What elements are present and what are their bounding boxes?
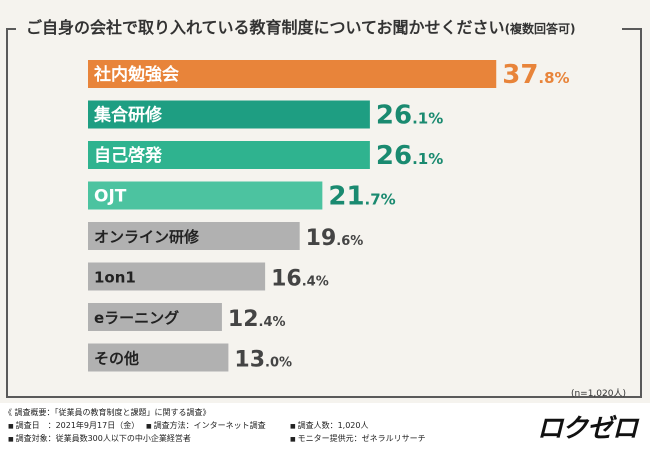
sample-size-note: (n=1,020人) (570, 389, 626, 399)
survey-count: 調査人数：1,020人 (290, 420, 369, 432)
bar-label-6: eラーニング (94, 309, 179, 327)
bar-label-2: 自己啓発 (94, 145, 163, 166)
bar-label-7: その他 (94, 350, 139, 368)
survey-target: 調査対象：従業員数300人以下の中小企業経営者 (8, 433, 191, 445)
value-label-0: 37.8% (502, 60, 569, 90)
bar-label-4: オンライン研修 (94, 228, 200, 246)
bar-7 (88, 343, 229, 372)
value-label-2: 26.1% (376, 141, 443, 171)
bar-6 (88, 303, 222, 331)
chart-frame (6, 28, 642, 398)
bar-5 (88, 262, 266, 291)
value-label-1: 26.1% (376, 101, 443, 131)
value-label-6: 12.4% (228, 307, 286, 332)
bar-3 (88, 181, 323, 210)
bar-4 (88, 222, 300, 250)
value-label-7: 13.0% (234, 348, 292, 373)
survey-provider: モニター提供元：ゼネラルリサーチ (290, 433, 426, 445)
bar-label-1: 集合研修 (93, 105, 163, 126)
bar-1 (88, 100, 370, 129)
chart-title-text: ご自身の会社で取り入れている教育制度についてお聞かせください (26, 18, 505, 37)
frame-corner-left (6, 28, 16, 30)
bar-2 (88, 141, 370, 169)
bar-chart: 社内勉強会 37.8% 集合研修 26.1% 自己啓発 26.1% OJT 21.7% オンライ… (88, 60, 570, 373)
bar-label-0: 社内勉強会 (93, 64, 179, 85)
survey-method: 調査方法：インターネット調査 (146, 420, 266, 432)
frame-corner-right (622, 28, 642, 30)
bar-0 (88, 60, 497, 88)
value-label-5: 16.4% (271, 267, 329, 292)
chart-title: ご自身の会社で取り入れている教育制度についてお聞かせください(複数回答可) (22, 14, 580, 42)
bar-label-3: OJT (94, 187, 127, 207)
survey-heading: 《 調査概要：「従業員の教育制度と課題」に関する調査》 (4, 408, 211, 417)
brand-logo: ロクゼロ (536, 413, 638, 444)
survey-date: 調査日 ：2021年9月17日（金） (8, 420, 140, 432)
survey-footer: 《 調査概要：「従業員の教育制度と課題」に関する調査》 調査日 ：2021年9月… (0, 405, 650, 450)
value-label-4: 19.6% (306, 226, 364, 251)
value-label-3: 21.7% (328, 182, 395, 212)
bar-label-5: 1on1 (94, 269, 136, 287)
chart-subtitle: (複数回答可) (504, 22, 576, 36)
